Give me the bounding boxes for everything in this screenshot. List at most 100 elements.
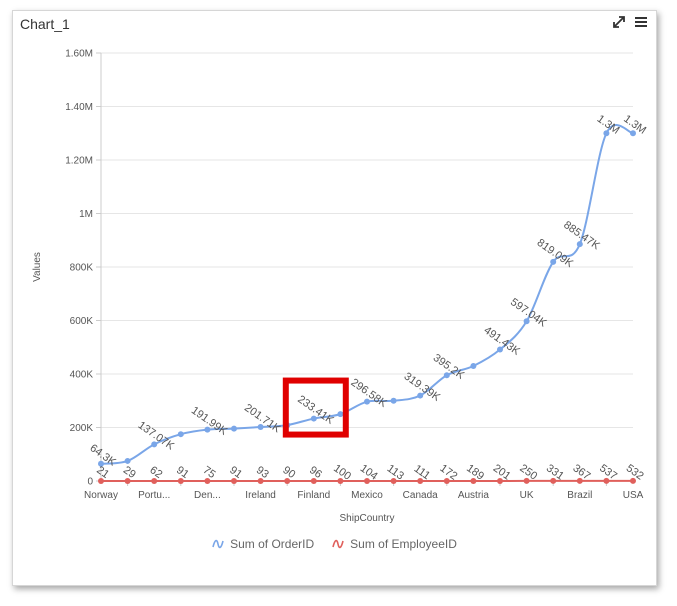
- data-point: [177, 477, 184, 484]
- x-tick-label: Finland: [297, 490, 330, 501]
- data-label: 172: [438, 462, 460, 482]
- data-point: [177, 431, 184, 438]
- data-point: [390, 477, 397, 484]
- data-label: 201: [491, 462, 513, 482]
- highlight-box: [282, 377, 349, 438]
- data-label: 91: [174, 464, 191, 481]
- data-label: 104: [358, 462, 380, 482]
- data-label: 75: [201, 464, 218, 481]
- data-label: 532: [624, 462, 646, 482]
- x-axis-title: ShipCountry: [339, 513, 394, 524]
- data-point: [550, 477, 557, 484]
- x-tick-label: Norway: [84, 490, 118, 501]
- data-label: 885.47K: [561, 219, 602, 253]
- y-tick-label: 800K: [70, 263, 94, 274]
- legend-label-orderid: Sum of OrderID: [230, 537, 315, 551]
- data-point: [257, 424, 264, 431]
- y-tick-label: 600K: [70, 316, 94, 327]
- data-label: 331: [544, 462, 566, 482]
- series-line: [100, 124, 634, 465]
- expand-icon[interactable]: [612, 15, 626, 29]
- data-point: [310, 477, 317, 484]
- data-point: [257, 477, 264, 484]
- y-tick-label: 200K: [70, 423, 94, 434]
- data-point: [284, 477, 291, 484]
- y-tick-label: 1.20M: [65, 156, 93, 167]
- data-label: 21: [94, 464, 111, 481]
- data-point: [576, 241, 583, 248]
- data-label: 93: [254, 464, 271, 481]
- data-point: [523, 318, 530, 325]
- data-point: [98, 460, 104, 467]
- data-label: 296.58K: [348, 377, 389, 411]
- x-tick-label: Mexico: [351, 490, 383, 501]
- data-label: 201.71K: [242, 402, 283, 436]
- x-tick-label: Ireland: [245, 490, 276, 501]
- data-point: [124, 457, 131, 464]
- data-point: [390, 397, 397, 404]
- data-point: [550, 258, 557, 265]
- data-label: 250: [517, 462, 539, 482]
- data-label: 91: [227, 464, 244, 481]
- data-point: [417, 392, 424, 399]
- data-point: [124, 477, 131, 484]
- data-label: 537: [597, 462, 619, 482]
- x-tick-label: Portu...: [138, 490, 170, 501]
- data-label: 96: [307, 464, 324, 481]
- data-point: [470, 477, 477, 484]
- x-tick-label: Den...: [194, 490, 221, 501]
- data-point: [576, 477, 583, 484]
- data-point: [204, 477, 211, 484]
- data-label: 62: [147, 464, 164, 481]
- data-label: 113: [385, 463, 406, 483]
- data-label: 111: [412, 463, 433, 482]
- y-tick-label: 400K: [70, 370, 94, 381]
- data-point: [151, 477, 158, 484]
- data-label: 100: [331, 462, 353, 482]
- data-label: 137.07K: [136, 419, 177, 453]
- data-label: 90: [280, 464, 297, 481]
- chart-panel: Chart_1 0 200K 400K 600K 800K 1M 1.20M 1.40M 1.6…: [12, 10, 657, 586]
- data-label: 597.04K: [508, 296, 549, 330]
- y-tick-label: 1.40M: [65, 102, 93, 113]
- x-tick-label: Brazil: [567, 490, 592, 501]
- y-tick-label: 1M: [79, 209, 93, 220]
- data-point: [337, 411, 344, 418]
- legend-item-employeeid[interactable]: Sum of EmployeeID: [332, 537, 457, 551]
- y-tick-label: 0: [87, 477, 93, 488]
- data-point: [310, 415, 317, 422]
- data-label: 189: [464, 462, 486, 482]
- y-tick-label: 1.60M: [65, 49, 93, 60]
- chart-legend: Sum of OrderID Sum of EmployeeID: [13, 537, 656, 551]
- data-point: [417, 477, 424, 484]
- data-point: [603, 477, 610, 484]
- chart-title: Chart_1: [20, 16, 70, 32]
- legend-label-employeeid: Sum of EmployeeID: [350, 537, 457, 551]
- hamburger-menu-icon[interactable]: [634, 15, 648, 29]
- data-point: [98, 477, 104, 484]
- data-point: [151, 441, 158, 448]
- series-line-icon: [212, 539, 224, 549]
- data-label: 367: [571, 462, 593, 482]
- line-chart: 0 200K 400K 600K 800K 1M 1.20M 1.40M 1.60M Norway…: [32, 49, 648, 525]
- x-tick-label: Canada: [403, 490, 438, 501]
- data-label: 191.99K: [189, 405, 230, 439]
- data-point: [364, 477, 370, 484]
- y-axis-title: Values: [32, 252, 43, 282]
- data-label: 29: [121, 464, 138, 481]
- data-point: [337, 477, 344, 484]
- data-label: 819.09K: [535, 237, 576, 271]
- data-point: [364, 398, 370, 405]
- x-tick-label: UK: [520, 490, 534, 501]
- data-point: [443, 477, 450, 484]
- data-point: [231, 477, 237, 484]
- data-point: [443, 372, 450, 379]
- data-point: [603, 130, 610, 137]
- data-label: 491.43K: [481, 324, 522, 358]
- data-point: [630, 130, 636, 137]
- series-line-icon: [332, 539, 344, 549]
- x-tick-label: Austria: [458, 490, 490, 501]
- legend-item-orderid[interactable]: Sum of OrderID: [212, 537, 314, 551]
- data-point: [497, 346, 503, 353]
- data-point: [231, 425, 237, 432]
